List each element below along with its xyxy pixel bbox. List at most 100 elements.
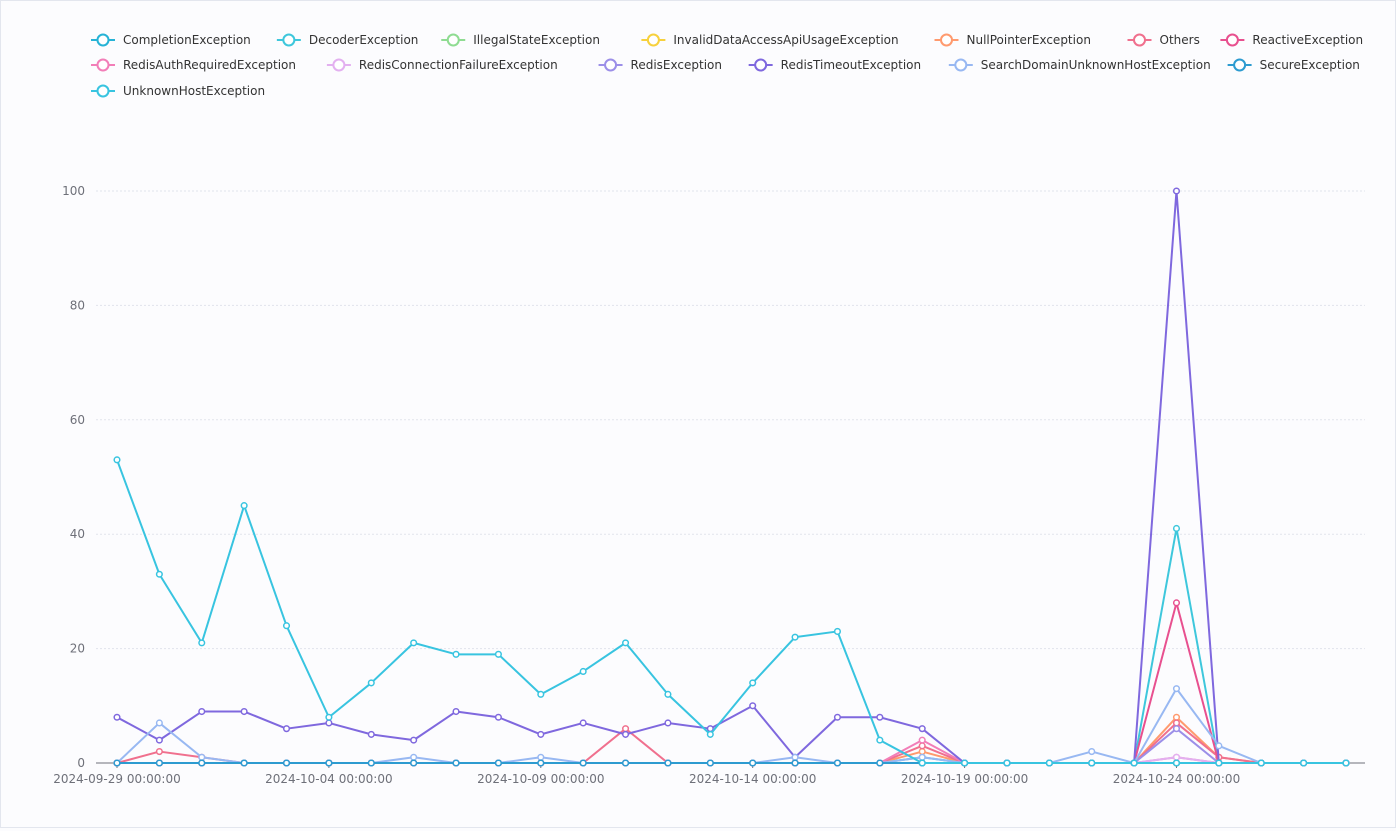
data-point[interactable] [664, 719, 672, 727]
legend-item-others[interactable]: Others [1127, 33, 1200, 47]
legend-item-nullpointerexception[interactable]: NullPointerException [934, 33, 1091, 47]
data-point[interactable] [452, 707, 460, 716]
data-point[interactable] [155, 719, 163, 727]
data-point[interactable] [537, 730, 545, 738]
data-point[interactable] [579, 719, 587, 727]
data-point[interactable] [1215, 759, 1223, 767]
data-point[interactable] [1172, 725, 1181, 733]
data-point[interactable] [155, 759, 163, 767]
data-point[interactable] [198, 639, 206, 647]
data-point[interactable] [1172, 599, 1181, 607]
data-point[interactable] [452, 650, 460, 658]
data-point[interactable] [579, 759, 587, 767]
data-point[interactable] [749, 759, 757, 767]
data-point[interactable] [1172, 685, 1181, 693]
legend-item-decoderexception[interactable]: DecoderException [276, 33, 419, 47]
data-point[interactable] [664, 690, 672, 698]
data-point[interactable] [918, 725, 926, 733]
legend-item-redisauthrequiredexception[interactable]: RedisAuthRequiredException [91, 58, 296, 72]
data-point[interactable] [876, 713, 884, 721]
data-point[interactable] [1088, 748, 1096, 756]
data-point[interactable] [367, 730, 375, 738]
legend-item-unknownhostexception[interactable]: UnknownHostException [91, 84, 265, 98]
data-point[interactable] [240, 502, 248, 510]
data-point[interactable] [1342, 759, 1350, 767]
data-point[interactable] [1172, 719, 1181, 727]
data-point[interactable] [410, 753, 418, 761]
data-point[interactable] [1300, 759, 1308, 767]
data-point[interactable] [918, 748, 926, 756]
data-point[interactable] [706, 759, 714, 767]
data-point[interactable] [833, 713, 841, 721]
data-point[interactable] [1003, 759, 1011, 767]
data-point[interactable] [452, 759, 460, 767]
data-point[interactable] [325, 759, 333, 767]
data-point[interactable] [155, 570, 163, 578]
data-point[interactable] [622, 730, 630, 738]
legend-item-illegalstateexception[interactable]: IllegalStateException [441, 33, 600, 47]
data-point[interactable] [1257, 759, 1265, 767]
data-point[interactable] [537, 690, 545, 698]
data-point[interactable] [918, 759, 926, 767]
data-point[interactable] [282, 622, 291, 630]
data-point[interactable] [155, 736, 163, 744]
legend-item-invaliddataaccessapiusageexception[interactable]: InvalidDataAccessApiUsageException [641, 33, 899, 47]
data-point[interactable] [918, 736, 926, 744]
data-point[interactable] [282, 725, 291, 733]
data-point[interactable] [494, 759, 502, 767]
data-point[interactable] [918, 742, 926, 750]
data-point[interactable] [537, 753, 545, 761]
data-point[interactable] [1172, 524, 1181, 533]
data-point[interactable] [1172, 753, 1181, 761]
data-point[interactable] [749, 702, 757, 710]
data-point[interactable] [791, 753, 799, 761]
legend-item-redisconnectionfailureexception[interactable]: RedisConnectionFailureException [326, 58, 558, 72]
data-point[interactable] [1045, 759, 1053, 767]
data-point[interactable] [961, 759, 969, 767]
data-point[interactable] [113, 456, 121, 464]
data-point[interactable] [410, 736, 418, 744]
data-point[interactable] [664, 759, 672, 767]
data-point[interactable] [1130, 759, 1138, 767]
data-point[interactable] [537, 759, 545, 767]
data-point[interactable] [198, 753, 206, 761]
data-point[interactable] [155, 748, 163, 756]
legend-item-redisexception[interactable]: RedisException [598, 58, 722, 72]
data-point[interactable] [791, 759, 799, 767]
data-point[interactable] [706, 730, 714, 738]
legend-item-completionexception[interactable]: CompletionException [91, 33, 251, 47]
data-point[interactable] [1088, 759, 1096, 767]
data-point[interactable] [325, 719, 333, 727]
data-point[interactable] [749, 679, 757, 687]
data-point[interactable] [410, 759, 418, 767]
data-point[interactable] [240, 759, 248, 767]
data-point[interactable] [198, 707, 206, 716]
data-point[interactable] [1172, 187, 1181, 195]
data-point[interactable] [833, 759, 841, 767]
data-point[interactable] [579, 667, 587, 676]
data-point[interactable] [918, 753, 926, 761]
data-point[interactable] [622, 639, 630, 647]
data-point[interactable] [1215, 742, 1223, 750]
data-point[interactable] [622, 759, 630, 767]
legend-item-searchdomainunknownhostexception[interactable]: SearchDomainUnknownHostException [948, 58, 1211, 72]
data-point[interactable] [1172, 713, 1181, 721]
legend-item-secureexception[interactable]: SecureException [1227, 58, 1360, 72]
data-point[interactable] [833, 627, 841, 635]
data-point[interactable] [494, 713, 502, 721]
data-point[interactable] [198, 759, 206, 767]
data-point[interactable] [367, 679, 375, 687]
data-point[interactable] [325, 713, 333, 721]
data-point[interactable] [622, 725, 630, 733]
data-point[interactable] [1172, 759, 1181, 767]
data-point[interactable] [494, 650, 502, 658]
data-point[interactable] [876, 736, 884, 744]
data-point[interactable] [410, 639, 418, 647]
data-point[interactable] [240, 707, 248, 716]
data-point[interactable] [791, 633, 799, 641]
data-point[interactable] [282, 759, 291, 767]
data-point[interactable] [367, 759, 375, 767]
data-point[interactable] [113, 759, 121, 767]
legend-item-reactiveexception[interactable]: ReactiveException [1220, 33, 1363, 47]
legend-item-redistimeoutexception[interactable]: RedisTimeoutException [748, 58, 921, 72]
